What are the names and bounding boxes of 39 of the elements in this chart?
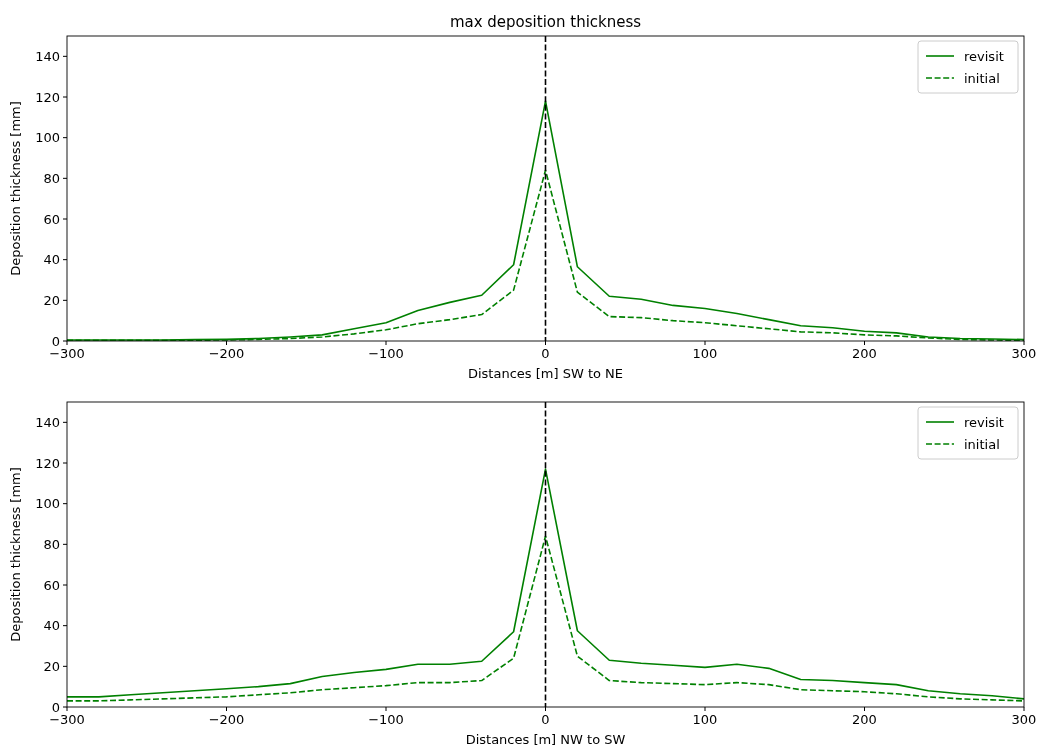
y-tick-label: 60 xyxy=(43,577,60,593)
x-tick-label: 100 xyxy=(692,712,718,727)
x-tick-label: 0 xyxy=(541,712,550,727)
x-axis-title: Distances [m] SW to NE xyxy=(467,366,624,381)
y-tick-label: 0 xyxy=(51,699,60,715)
y-tick-label: 140 xyxy=(35,414,60,430)
y-axis-title: Deposition thickness [mm] xyxy=(8,467,23,642)
y-tick-label: 80 xyxy=(43,170,60,186)
x-tick-label: −300 xyxy=(49,712,85,727)
legend-label: revisit xyxy=(964,49,1004,64)
x-tick-label: 0 xyxy=(541,346,550,361)
y-tick-label: 60 xyxy=(43,211,60,227)
y-tick-label: 120 xyxy=(35,89,60,105)
y-tick-label: 0 xyxy=(51,333,60,349)
x-tick-label: 100 xyxy=(692,346,718,361)
x-tick-label: 200 xyxy=(852,346,877,361)
y-tick-label: 100 xyxy=(35,496,60,512)
x-tick-label: 300 xyxy=(1011,346,1037,361)
y-tick-label: 120 xyxy=(35,455,60,471)
x-tick-label: −200 xyxy=(208,346,245,361)
x-tick-label: −200 xyxy=(208,712,245,727)
x-tick-label: −100 xyxy=(368,346,404,361)
y-tick-label: 100 xyxy=(35,130,60,146)
chart-title: max deposition thickness xyxy=(449,13,642,31)
y-tick-label: 20 xyxy=(43,292,60,308)
x-axis-title: Distances [m] NW to SW xyxy=(465,732,626,747)
x-tick-label: −300 xyxy=(49,346,85,361)
y-tick-label: 20 xyxy=(43,658,60,674)
legend-label: revisit xyxy=(964,415,1004,430)
x-tick-label: 300 xyxy=(1011,712,1037,727)
legend-label: initial xyxy=(964,437,1000,452)
y-tick-label: 80 xyxy=(43,536,60,552)
y-tick-label: 40 xyxy=(43,252,60,268)
legend-label: initial xyxy=(964,71,1000,86)
y-axis-title: Deposition thickness [mm] xyxy=(8,101,23,276)
y-tick-label: 140 xyxy=(35,48,60,64)
y-tick-label: 40 xyxy=(43,618,60,634)
x-tick-label: −100 xyxy=(368,712,404,727)
x-tick-label: 200 xyxy=(852,712,877,727)
